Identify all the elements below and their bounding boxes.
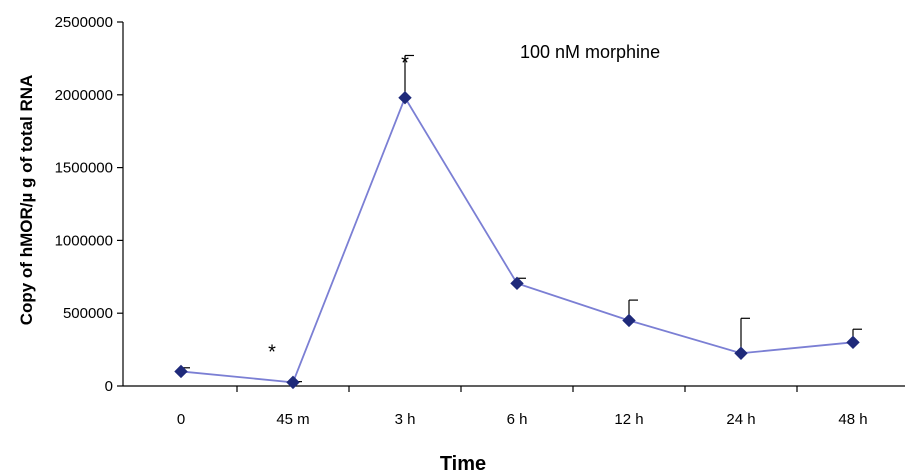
y-axis-title: Copy of hMOR/µ g of total RNA <box>17 75 36 326</box>
y-tick-label: 1500000 <box>55 160 113 177</box>
data-point <box>286 375 300 390</box>
y-tick-label: 2000000 <box>55 87 113 104</box>
data-point <box>510 276 524 291</box>
x-axis-title: Time <box>440 453 486 473</box>
significance-star: * <box>401 52 409 74</box>
data-point <box>174 364 188 379</box>
series-polyline <box>180 95 854 384</box>
y-tick-label: 500000 <box>63 305 113 322</box>
y-axis: 0 500000 1000000 1500000 2000000 2500000 <box>55 14 124 395</box>
x-tick-label: 45 m <box>276 411 309 428</box>
significance-markers: ** <box>268 52 409 363</box>
x-tick-label: 12 h <box>614 411 643 428</box>
x-tick-label: 48 h <box>838 411 867 428</box>
y-tick-label: 1000000 <box>55 232 113 249</box>
chart-annotation: 100 nM morphine <box>520 42 660 62</box>
data-point <box>734 346 748 360</box>
data-point <box>622 313 636 328</box>
x-tick-label: 6 h <box>507 411 528 428</box>
error-bars <box>180 54 862 383</box>
series-line <box>180 95 854 384</box>
x-tick-label: 3 h <box>395 411 416 428</box>
x-tick-label: 24 h <box>726 411 755 428</box>
data-point <box>846 335 860 350</box>
x-axis: 0 45 m 3 h 6 h 12 h 24 h 48 h <box>123 385 905 428</box>
y-tick-label: 0 <box>105 378 113 395</box>
x-tick-label: 0 <box>177 411 185 428</box>
y-tick-label: 2500000 <box>55 14 113 31</box>
data-markers <box>174 91 860 390</box>
significance-star: * <box>268 341 276 363</box>
data-point <box>398 91 412 105</box>
